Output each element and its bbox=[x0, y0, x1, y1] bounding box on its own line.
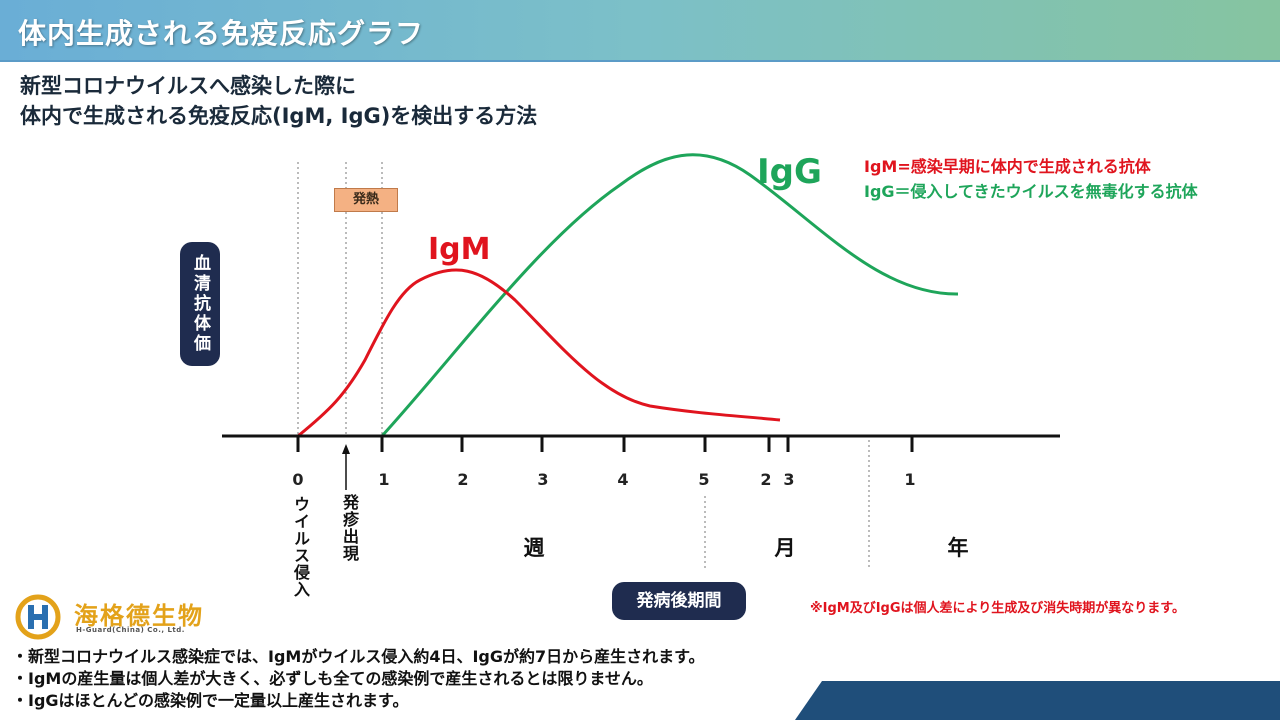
logo-mark-icon bbox=[15, 594, 61, 640]
tick-label-year-1: 1 bbox=[904, 470, 916, 489]
tick-label-month-2: 2 bbox=[760, 470, 772, 489]
rash-label: 発疹出現 bbox=[340, 494, 359, 562]
virus-entry-label: ウイルス侵入 bbox=[291, 496, 310, 598]
igm-curve-label: IgM bbox=[428, 232, 491, 267]
y-axis-label: 血清抗体価 bbox=[180, 242, 220, 366]
x-axis-label: 発病後期間 bbox=[612, 582, 746, 620]
page-title: 体内生成される免疫反応グラフ bbox=[18, 17, 425, 50]
unit-month: 月 bbox=[774, 536, 796, 560]
tick-label-1: 1 bbox=[378, 470, 390, 489]
logo-name: 海格德生物 bbox=[74, 602, 204, 630]
bullet-list: ・新型コロナウイルス感染症では、IgMがウイルス侵入約4日、IgGが約7日から産… bbox=[12, 646, 705, 712]
logo-subtitle: H-Guard(China) Co., Ltd. bbox=[76, 626, 185, 634]
subtitle-line-2: 体内で生成される免疫反応(IgM, IgG)を検出する方法 bbox=[20, 104, 538, 128]
legend-igg: IgG＝侵入してきたウイルスを無毒化する抗体 bbox=[864, 182, 1198, 201]
unit-year: 年 bbox=[947, 536, 969, 560]
igg-curve bbox=[380, 153, 959, 438]
tick-label-3: 3 bbox=[537, 470, 549, 489]
tick-label-0: 0 bbox=[292, 470, 304, 489]
fever-badge: 発熱 bbox=[334, 188, 398, 212]
legend-igm: IgM=感染早期に体内で生成される抗体 bbox=[864, 157, 1151, 176]
tick-label-4: 4 bbox=[617, 470, 629, 489]
bullet-item: ・新型コロナウイルス感染症では、IgMがウイルス侵入約4日、IgGが約7日から産… bbox=[12, 647, 705, 666]
bullet-item: ・IgMの産生量は個人差が大きく、必ずしも全ての感染例で産生されるとは限りません… bbox=[12, 669, 653, 688]
tick-label-month-3: 3 bbox=[783, 470, 795, 489]
igm-curve bbox=[297, 268, 781, 438]
header-bar: 体内生成される免疫反応グラフ bbox=[0, 0, 1280, 62]
individual-difference-note: ※IgM及びIgGは個人差により生成及び消失時期が異なります。 bbox=[810, 601, 1185, 616]
tick-label-2: 2 bbox=[457, 470, 469, 489]
igg-curve-label: IgG bbox=[757, 152, 822, 192]
footer-bar bbox=[795, 681, 1280, 720]
tick-label-5: 5 bbox=[698, 470, 710, 489]
bullet-item: ・IgGはほとんどの感染例で一定量以上産生されます。 bbox=[12, 691, 409, 710]
unit-week: 週 bbox=[523, 536, 545, 560]
rash-arrow-head bbox=[342, 444, 350, 454]
subtitle-line-1: 新型コロナウイルスへ感染した際に bbox=[20, 74, 356, 98]
company-logo: 海格德生物 H-Guard(China) Co., Ltd. bbox=[12, 592, 212, 642]
